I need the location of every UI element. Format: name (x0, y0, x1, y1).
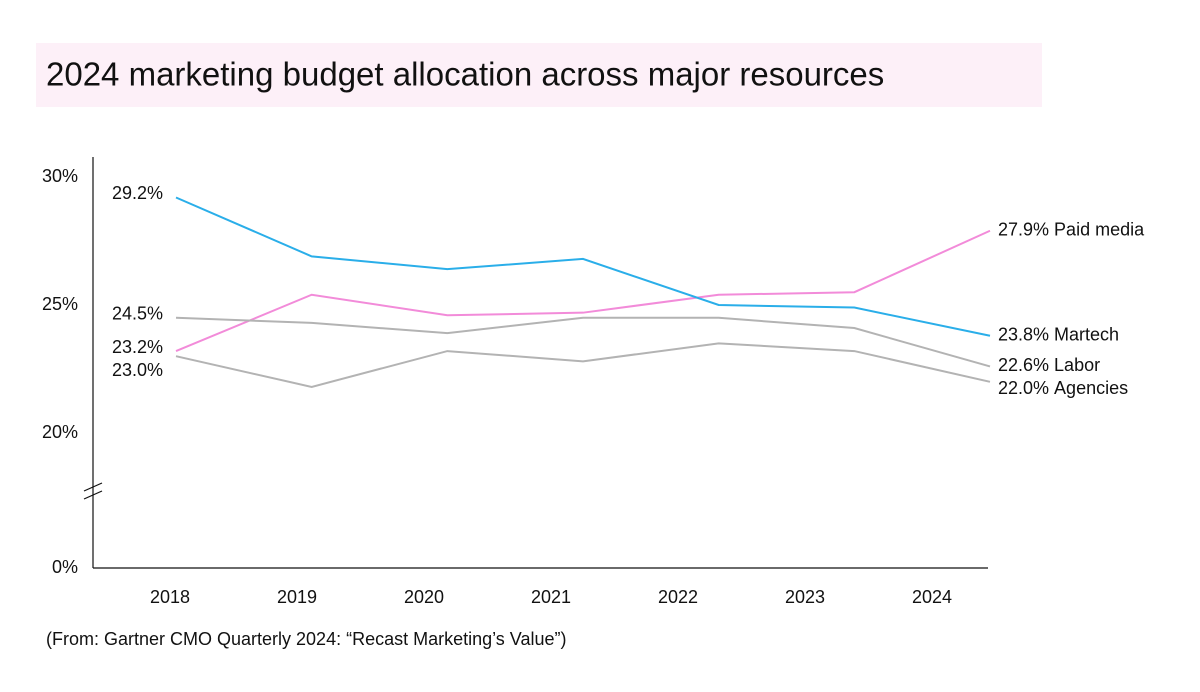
x-tick-label: 2023 (785, 587, 825, 607)
series-line (175, 316, 991, 368)
value-label: 24.5% (112, 304, 163, 324)
legend-label: Paid media (1054, 220, 1145, 240)
value-label: 27.9% (998, 220, 1049, 240)
x-tick-label: 2022 (658, 587, 698, 607)
title-background (36, 43, 1042, 107)
legend-label: Agencies (1054, 378, 1128, 398)
x-tick-label: 2018 (150, 587, 190, 607)
x-tick-label: 2020 (404, 587, 444, 607)
series-line (175, 342, 991, 388)
legend-label: Martech (1054, 324, 1119, 344)
y-tick-label: 30% (42, 166, 78, 186)
x-tick-label: 2024 (912, 587, 952, 607)
series-line (175, 229, 991, 353)
y-tick-label: 0% (52, 557, 78, 577)
value-label: 22.0% (998, 378, 1049, 398)
source-note: (From: Gartner CMO Quarterly 2024: “Reca… (46, 629, 567, 649)
value-label: 23.8% (998, 324, 1049, 344)
value-label: 22.6% (998, 355, 1049, 375)
value-label: 29.2% (112, 183, 163, 203)
y-tick-label: 20% (42, 422, 78, 442)
axis-break (83, 482, 103, 492)
series-line (175, 196, 991, 337)
y-tick-label: 25% (42, 294, 78, 314)
legend-label: Labor (1054, 355, 1100, 375)
value-label: 23.0% (112, 360, 163, 380)
x-tick-label: 2019 (277, 587, 317, 607)
axis-break (83, 490, 103, 500)
chart-title: 2024 marketing budget allocation across … (46, 56, 884, 93)
x-tick-label: 2021 (531, 587, 571, 607)
value-label: 23.2% (112, 337, 163, 357)
